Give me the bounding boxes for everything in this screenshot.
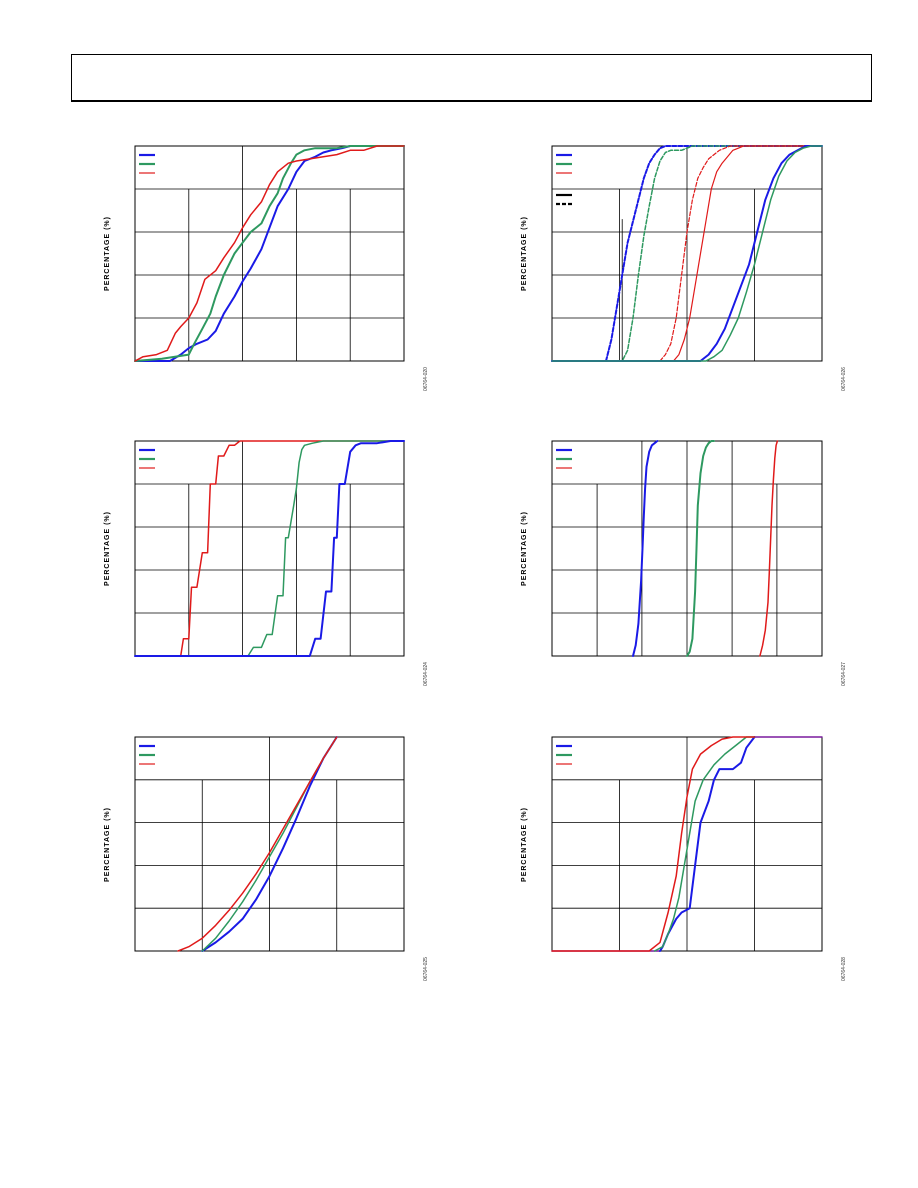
y-axis-label: PERCENTAGE (%)	[520, 511, 528, 586]
series-line-green	[551, 145, 823, 362]
figure-id: 06764-026	[840, 367, 847, 391]
series-line-red	[177, 736, 338, 952]
y-axis-label: PERCENTAGE (%)	[103, 511, 111, 586]
series-line-red	[134, 440, 405, 657]
chart-3	[134, 440, 405, 657]
series-line-green	[134, 440, 405, 657]
series-line-red	[134, 145, 405, 362]
chart-1	[134, 145, 405, 362]
y-axis-label: PERCENTAGE (%)	[103, 216, 111, 291]
series-line-blue	[201, 736, 338, 952]
y-axis-label: PERCENTAGE (%)	[103, 806, 111, 882]
figure-id: 06764-024	[422, 662, 429, 686]
figure-id: 06764-027	[840, 662, 847, 686]
figure-id: 06764-020	[422, 367, 429, 391]
chart-5	[134, 736, 405, 952]
series-line-red	[551, 736, 756, 952]
series-line-blue	[632, 440, 659, 657]
series-line-blue-dashed	[551, 145, 823, 362]
figure-id: 06764-028	[840, 957, 847, 981]
figure-id: 06764-025	[422, 957, 429, 981]
page-header-box	[71, 54, 872, 102]
plot-frame	[134, 440, 405, 657]
y-axis-label: PERCENTAGE (%)	[520, 216, 528, 291]
series-line-green	[134, 145, 405, 362]
series-line-blue	[551, 145, 823, 362]
series-line-blue	[134, 145, 405, 362]
series-line-red	[551, 145, 823, 362]
plot-frame	[134, 145, 405, 362]
series-line-blue	[659, 736, 756, 952]
series-line-blue	[134, 440, 405, 657]
y-axis-label: PERCENTAGE (%)	[520, 806, 528, 882]
series-line-green	[686, 440, 715, 657]
series-line-red-dashed	[551, 145, 823, 362]
chart-6	[551, 736, 823, 952]
series-line-green-dashed	[551, 145, 823, 362]
series-line-red	[759, 440, 779, 657]
series-line-green	[653, 736, 756, 952]
chart-2	[551, 145, 823, 362]
chart-4	[551, 440, 823, 657]
